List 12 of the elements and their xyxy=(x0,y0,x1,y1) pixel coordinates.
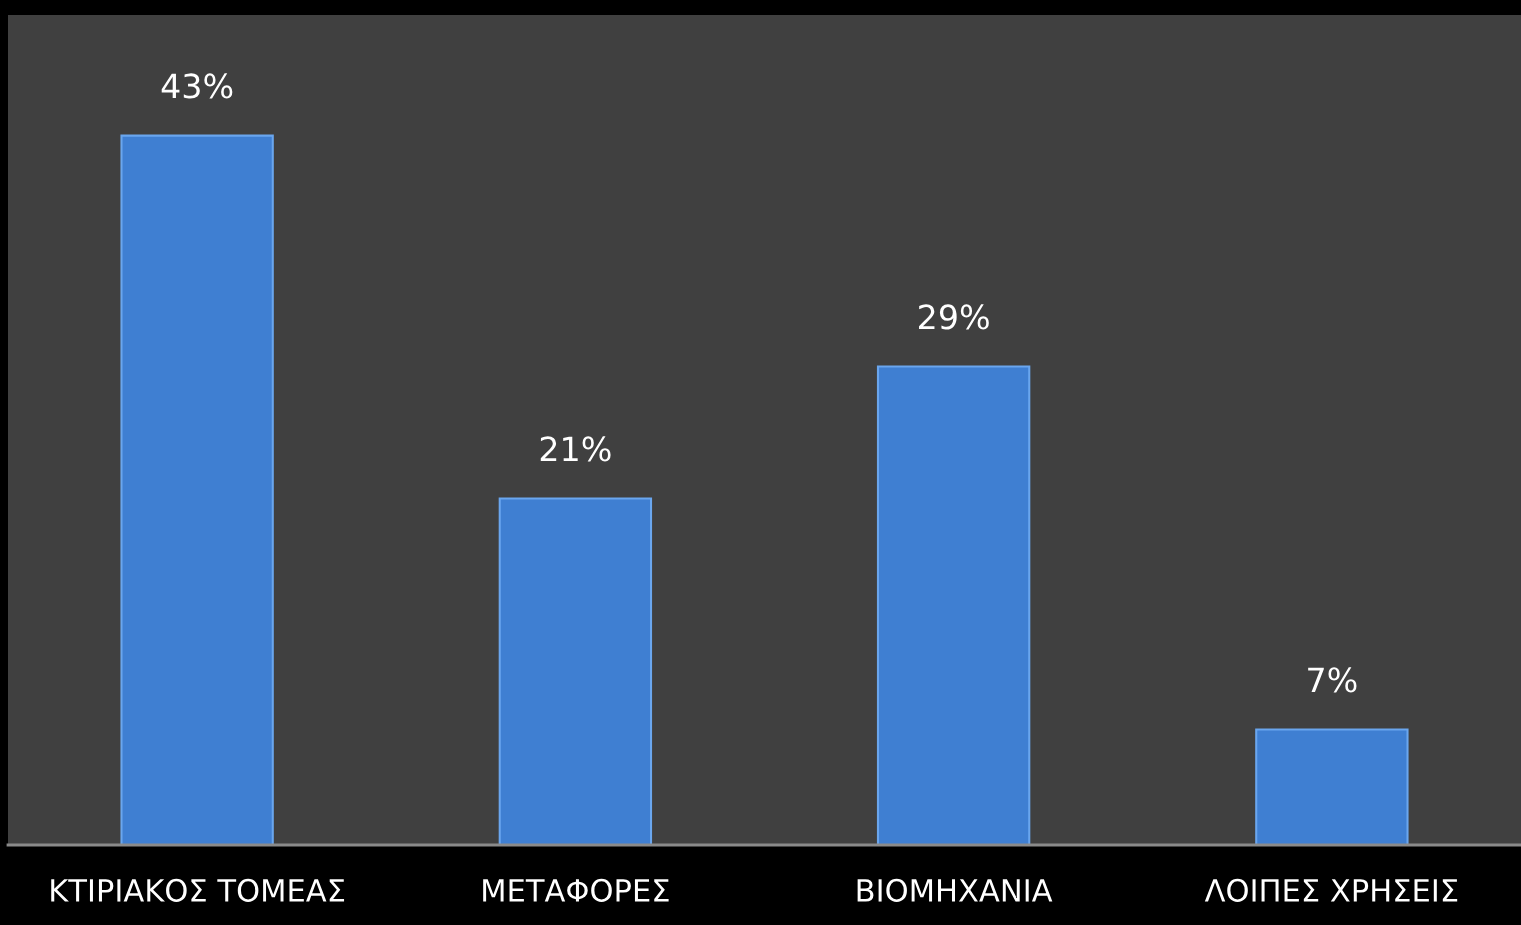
x-tick-label: ΚΤΙΡΙΑΚΟΣ ΤΟΜΕΑΣ xyxy=(51,878,345,902)
data-label: 21% xyxy=(540,436,611,462)
bar xyxy=(876,365,1031,845)
x-tick-label: ΜΕΤΑΦΟΡΕΣ xyxy=(483,878,669,902)
bar xyxy=(498,497,653,845)
x-tick-label: ΛΟΙΠΕΣ ΧΡΗΣΕΙΣ xyxy=(1204,878,1458,902)
data-label: 29% xyxy=(919,304,989,330)
bar xyxy=(120,134,274,845)
data-label: 43% xyxy=(161,73,233,99)
x-tick-label: ΒΙΟΜΗΧΑΝΙΑ xyxy=(857,878,1053,902)
bar xyxy=(1255,728,1409,845)
data-label: 7% xyxy=(1308,667,1357,693)
